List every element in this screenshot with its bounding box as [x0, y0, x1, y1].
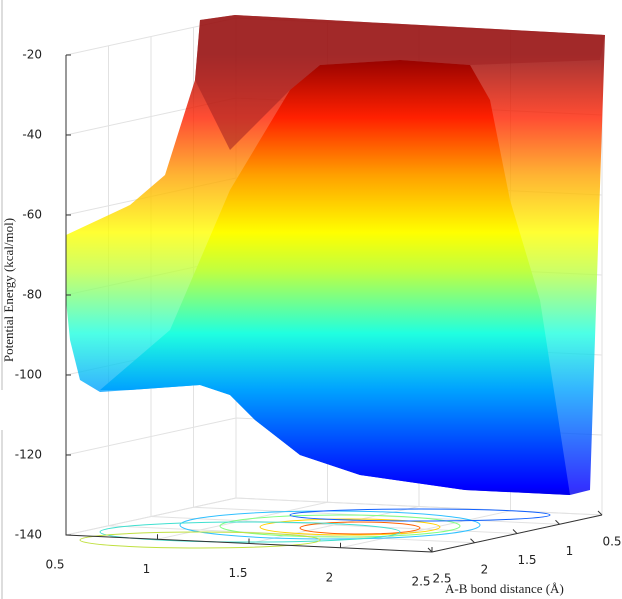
- y-tick: [512, 529, 518, 534]
- y-tick: [427, 547, 433, 553]
- y-tick-label: 2: [481, 562, 489, 576]
- z-tick-label: -120: [15, 448, 42, 462]
- z-tick-label: -80: [22, 288, 42, 302]
- y-tick-label: 0.5: [602, 535, 621, 549]
- y-axis-label: A-B bond distance (Å): [445, 581, 564, 596]
- axes: -20 -40 -60 -80 -100 -120 -140 0.5 1 1.5 2 2.5 0.5 1 1…: [15, 48, 622, 589]
- x-tick-label: 2: [326, 570, 334, 584]
- z-tick-label: -40: [22, 128, 42, 142]
- y-tick: [555, 519, 560, 525]
- z-tick-label: -100: [15, 368, 42, 382]
- x-tick-label: 1: [143, 562, 151, 576]
- floor-contours: [79, 508, 551, 549]
- y-tick-label: 1: [566, 544, 574, 558]
- x-tick-label: 1.5: [228, 566, 247, 580]
- surface: [66, 15, 605, 495]
- y-tick-label: 1.5: [517, 553, 536, 567]
- y-tick: [597, 510, 603, 516]
- z-axis-label: Potential Energy (kcal/mol): [1, 218, 16, 362]
- x-tick-label: 0.5: [45, 558, 64, 572]
- y-tick-label: 2.5: [432, 572, 451, 586]
- z-tick-label: -60: [22, 208, 42, 222]
- z-tick-label: -20: [22, 48, 42, 62]
- y-tick: [470, 538, 475, 544]
- z-tick-label: -140: [15, 528, 42, 542]
- x-tick-label: 2.5: [411, 575, 430, 589]
